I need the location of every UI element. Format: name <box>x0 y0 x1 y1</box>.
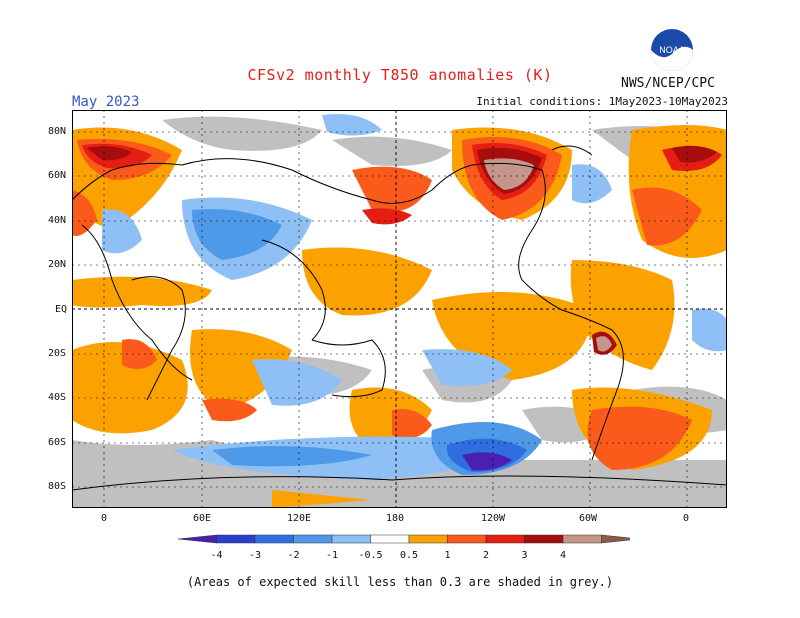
colorbar-bin <box>254 534 294 544</box>
colorbar-bin <box>216 534 256 544</box>
lat-label: 40S <box>48 392 67 403</box>
anomaly-purple <box>462 452 512 471</box>
colorbar-label: 2 <box>483 550 489 561</box>
colorbar-label: -1 <box>326 550 338 561</box>
colorbar-bin <box>177 534 217 544</box>
lon-label: 60E <box>193 513 212 524</box>
colorbar-bin <box>370 534 410 544</box>
noaa-logo: NOAA <box>650 28 694 72</box>
colorbar-bin <box>601 534 641 544</box>
valid-month: May 2023 <box>72 94 140 110</box>
colorbar-label: 0.5 <box>400 550 418 561</box>
map-frame <box>72 110 727 508</box>
agency-label: NWS/NCEP/CPC <box>621 76 715 91</box>
lon-label: 0 <box>101 513 108 524</box>
colorbar-label: -4 <box>210 550 222 561</box>
lat-label: 40N <box>48 215 67 226</box>
colorbar-label: -3 <box>249 550 261 561</box>
lon-label: 60W <box>579 513 598 524</box>
colorbar-label: 1 <box>444 550 450 561</box>
colorbar-label: -2 <box>287 550 299 561</box>
lon-label: 120E <box>287 513 312 524</box>
colorbar-bin <box>331 534 371 544</box>
lon-label: 180 <box>386 513 405 524</box>
chart-title: CFSv2 monthly T850 anomalies (K) <box>247 66 553 84</box>
lon-label: 120W <box>481 513 506 524</box>
anomaly-map <box>72 110 727 508</box>
lat-label: 20N <box>48 259 67 270</box>
lat-label: 80N <box>48 126 67 137</box>
colorbar-label: 3 <box>521 550 527 561</box>
initial-conditions: Initial conditions: 1May2023-10May2023 <box>476 95 728 108</box>
colorbar-bin <box>408 534 448 544</box>
colorbar-bin <box>447 534 487 544</box>
anomaly-brown <box>484 158 612 352</box>
colorbar: -4 -3 -2 -1 -0.5 0.5 1 2 3 4 <box>170 533 641 563</box>
colorbar-bin <box>562 534 602 544</box>
colorbar-bin <box>293 534 333 544</box>
colorbar-bin <box>485 534 525 544</box>
lat-label: 60S <box>48 437 67 448</box>
lat-label: 80S <box>48 481 67 492</box>
colorbar-label: 4 <box>560 550 566 561</box>
lat-label: 60N <box>48 170 67 181</box>
colorbar-bin <box>524 534 564 544</box>
lat-label: 20S <box>48 348 67 359</box>
lat-label: EQ <box>55 304 68 315</box>
equator-dateline <box>72 110 727 508</box>
footnote: (Areas of expected skill less than 0.3 a… <box>186 575 614 589</box>
coastlines <box>72 145 727 491</box>
lon-label: 0 <box>683 513 690 524</box>
map-svg <box>72 110 727 508</box>
logo-text: NOAA <box>659 45 685 55</box>
colorbar-label: -0.5 <box>358 550 382 561</box>
colorbar-svg: -4 -3 -2 -1 -0.5 0.5 1 2 3 4 <box>177 534 641 561</box>
